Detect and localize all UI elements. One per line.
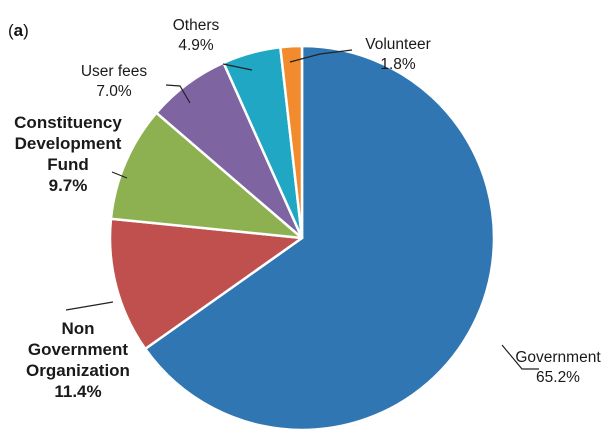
slice-category-label: Non	[61, 319, 94, 338]
slice-label-non-government-organization: Non Government Organization 11.4%	[26, 319, 130, 401]
leader-line-others	[222, 63, 253, 71]
slice-value-label: 9.7%	[49, 176, 88, 195]
slice-labels-layer: Government 65.2% Non Government Organization…	[14, 17, 601, 401]
panel-label: (a)	[8, 21, 29, 40]
leader-line-volunteer	[289, 49, 353, 63]
pie-slice-government	[144, 44, 496, 432]
slice-label-others: Others 4.9%	[173, 17, 220, 54]
pie-slice-non-government-organization	[108, 217, 304, 351]
leader-line-non-government-organization	[65, 301, 114, 311]
slice-value-label: 1.8%	[380, 56, 416, 73]
slice-category-label: Development	[15, 134, 122, 153]
slice-label-user-fees: User fees 7.0%	[81, 63, 148, 100]
slice-category-label: Government	[28, 340, 128, 359]
slice-category-label: Others	[173, 17, 220, 34]
slice-value-label: 4.9%	[178, 37, 214, 54]
slice-category-label: Volunteer	[365, 36, 431, 53]
slice-label-government: Government 65.2%	[515, 349, 601, 386]
slice-category-label: Government	[515, 349, 601, 366]
slice-value-label: 7.0%	[96, 83, 132, 100]
pie-slice-volunteer	[279, 44, 304, 240]
slice-label-volunteer: Volunteer 1.8%	[365, 36, 431, 73]
slice-category-label: Fund	[47, 155, 89, 174]
leader-lines-layer	[65, 49, 539, 370]
slice-value-label: 11.4%	[54, 382, 101, 401]
slices-layer	[108, 44, 496, 432]
slice-label-constituency-development-fund: Constituency Development Fund 9.7%	[14, 113, 122, 195]
leader-line-constituency-development-fund	[111, 171, 128, 179]
slice-category-label: Organization	[26, 361, 130, 380]
pie-slice-constituency-development-fund	[109, 111, 304, 240]
slice-value-label: 65.2%	[536, 369, 580, 386]
leader-line-user-fees	[165, 84, 191, 104]
leader-line-government	[501, 344, 539, 370]
slice-category-label: Constituency	[14, 113, 122, 132]
slice-category-label: User fees	[81, 63, 148, 80]
